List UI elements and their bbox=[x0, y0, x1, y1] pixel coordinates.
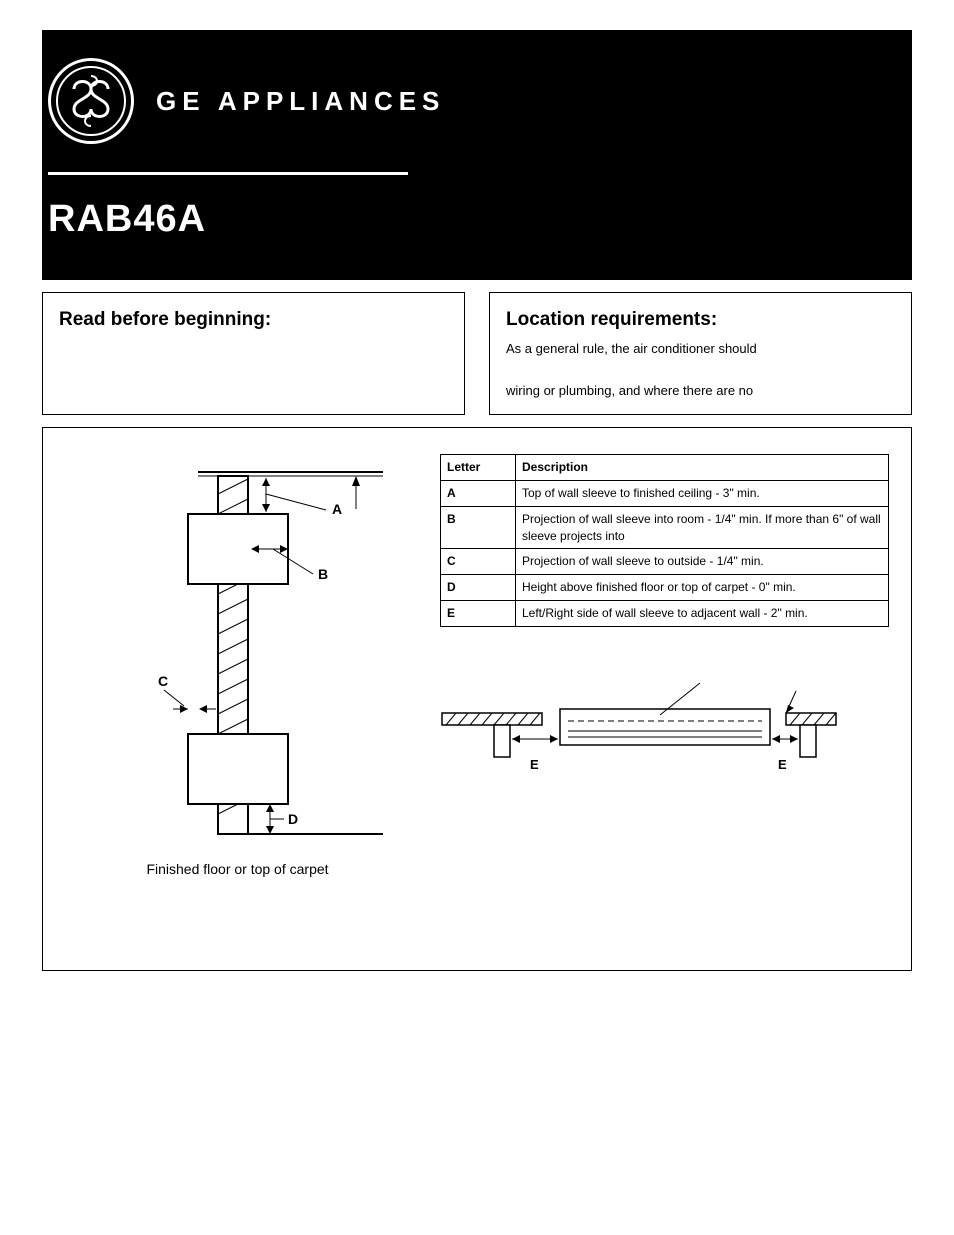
table-row: C Projection of wall sleeve to outside -… bbox=[441, 549, 889, 575]
spec-th-desc: Description bbox=[516, 455, 889, 481]
table-row: D Height above finished floor or top of … bbox=[441, 575, 889, 601]
side-view-caption: Finished floor or top of carpet bbox=[65, 860, 410, 880]
location-title: Location requirements: bbox=[506, 307, 895, 334]
spec-table: Letter Description A Top of wall sleeve … bbox=[440, 454, 889, 627]
spec-right-col: Letter Description A Top of wall sleeve … bbox=[440, 454, 889, 795]
intro-two-col: Read before beginning: Location requirem… bbox=[42, 292, 912, 415]
svg-text:B: B bbox=[318, 566, 328, 582]
table-row: E Left/Right side of wall sleeve to adja… bbox=[441, 600, 889, 626]
table-row: B Projection of wall sleeve into room - … bbox=[441, 506, 889, 549]
read-before-title: Read before beginning: bbox=[59, 307, 448, 334]
header-banner: GE APPLIANCES RAB46A bbox=[42, 30, 912, 280]
side-view-svg: A B C bbox=[88, 454, 388, 854]
side-view-diagram: A B C bbox=[65, 454, 410, 880]
logo-row: GE APPLIANCES bbox=[42, 58, 912, 144]
brand-text: GE APPLIANCES bbox=[156, 83, 445, 119]
top-view-diagram: E E bbox=[440, 673, 889, 793]
svg-text:E: E bbox=[530, 757, 539, 772]
spec-th-letter: Letter bbox=[441, 455, 516, 481]
svg-text:D: D bbox=[288, 811, 298, 827]
top-view-svg: E E bbox=[440, 673, 840, 793]
spec-box: A B C bbox=[42, 427, 912, 971]
table-row: A Top of wall sleeve to finished ceiling… bbox=[441, 480, 889, 506]
svg-text:C: C bbox=[158, 673, 168, 689]
ge-monogram-icon bbox=[48, 58, 134, 144]
location-p1: As a general rule, the air conditioner s… bbox=[506, 340, 895, 358]
svg-text:A: A bbox=[332, 501, 342, 517]
location-box: Location requirements: As a general rule… bbox=[489, 292, 912, 415]
svg-text:E: E bbox=[778, 757, 787, 772]
read-before-box: Read before beginning: bbox=[42, 292, 465, 415]
location-p2: wiring or plumbing, and where there are … bbox=[506, 382, 895, 400]
doc-model-title: RAB46A bbox=[48, 193, 912, 246]
